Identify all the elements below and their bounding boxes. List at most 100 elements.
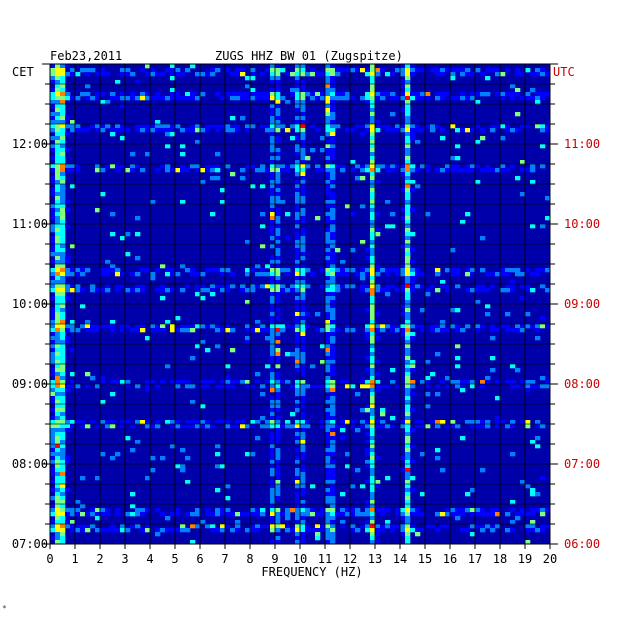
heatmap-cell xyxy=(425,96,431,101)
heatmap-cell xyxy=(90,512,96,517)
heatmap-cell xyxy=(215,68,221,73)
heatmap-cell xyxy=(175,508,181,513)
heatmap-cell xyxy=(540,384,546,389)
heatmap-cell xyxy=(85,424,91,429)
heatmap-cell xyxy=(280,124,286,129)
heatmap-cell xyxy=(535,100,541,105)
heatmap-cell xyxy=(175,316,181,321)
heatmap-cell xyxy=(300,192,306,197)
heatmap-cell xyxy=(55,232,61,237)
heatmap-cell xyxy=(510,528,516,533)
heatmap-cell xyxy=(270,496,276,501)
heatmap-cell xyxy=(400,108,406,113)
heatmap-cell xyxy=(530,488,536,493)
heatmap-cell xyxy=(145,268,151,273)
heatmap-cell xyxy=(295,64,301,69)
heatmap-cell xyxy=(170,64,176,69)
heatmap-cell xyxy=(300,524,306,529)
heatmap-cell xyxy=(130,504,136,509)
heatmap-cell xyxy=(370,288,376,293)
heatmap-cell xyxy=(50,224,56,229)
heatmap-cell xyxy=(530,96,536,101)
heatmap-cell xyxy=(65,208,71,213)
heatmap-cell xyxy=(295,68,301,73)
heatmap-cell xyxy=(345,512,351,517)
x-tick-label: 19 xyxy=(518,552,532,566)
heatmap-cell xyxy=(220,420,226,425)
heatmap-cell xyxy=(405,500,411,505)
heatmap-cell xyxy=(325,140,331,145)
heatmap-cell xyxy=(360,276,366,281)
heatmap-cell xyxy=(260,244,266,249)
heatmap-cell xyxy=(385,128,391,133)
heatmap-cell xyxy=(50,148,56,153)
heatmap-cell xyxy=(275,512,281,517)
heatmap-cell xyxy=(65,256,71,261)
heatmap-cell xyxy=(245,324,251,329)
heatmap-cell xyxy=(410,460,416,465)
heatmap-cell xyxy=(465,528,471,533)
heatmap-cell xyxy=(330,148,336,153)
heatmap-cell xyxy=(540,512,546,517)
heatmap-cell xyxy=(55,388,61,393)
heatmap-cell xyxy=(515,92,521,97)
heatmap-cell xyxy=(320,384,326,389)
heatmap-cell xyxy=(305,508,311,513)
heatmap-cell xyxy=(355,272,361,277)
heatmap-cell xyxy=(150,276,156,281)
heatmap-cell xyxy=(175,380,181,385)
heatmap-cell xyxy=(450,156,456,161)
heatmap-cell xyxy=(150,456,156,461)
heatmap-cell xyxy=(270,380,276,385)
heatmap-cell xyxy=(50,372,56,377)
heatmap-cell xyxy=(95,424,101,429)
heatmap-cell xyxy=(540,92,546,97)
heatmap-cell xyxy=(325,184,331,189)
heatmap-cell xyxy=(240,96,246,101)
heatmap-cell xyxy=(240,92,246,97)
heatmap-cell xyxy=(205,164,211,169)
heatmap-cell xyxy=(545,216,551,221)
heatmap-cell xyxy=(250,72,256,77)
heatmap-cell xyxy=(175,424,181,429)
heatmap-cell xyxy=(275,332,281,337)
heatmap-cell xyxy=(370,504,376,509)
heatmap-cell xyxy=(300,268,306,273)
heatmap-cell xyxy=(405,320,411,325)
heatmap-cell xyxy=(275,92,281,97)
heatmap-cell xyxy=(175,272,181,277)
heatmap-cell xyxy=(330,136,336,141)
heatmap-cell xyxy=(425,384,431,389)
x-tick-label: 14 xyxy=(393,552,407,566)
heatmap-cell xyxy=(270,208,276,213)
heatmap-cell xyxy=(70,288,76,293)
heatmap-cell xyxy=(370,484,376,489)
heatmap-cell xyxy=(60,152,66,157)
heatmap-cell xyxy=(260,392,266,397)
heatmap-cell xyxy=(385,288,391,293)
heatmap-cell xyxy=(540,144,546,149)
heatmap-cell xyxy=(75,124,81,129)
heatmap-cell xyxy=(60,128,66,133)
heatmap-cell xyxy=(300,160,306,165)
heatmap-cell xyxy=(140,96,146,101)
heatmap-cell xyxy=(450,512,456,517)
heatmap-cell xyxy=(335,248,341,253)
heatmap-cell xyxy=(350,284,356,289)
heatmap-cell xyxy=(295,188,301,193)
heatmap-cell xyxy=(290,88,296,93)
heatmap-cell xyxy=(420,92,426,97)
heatmap-cell xyxy=(210,268,216,273)
heatmap-cell xyxy=(480,168,486,173)
heatmap-cell xyxy=(445,92,451,97)
heatmap-cell xyxy=(455,168,461,173)
heatmap-cell xyxy=(295,420,301,425)
heatmap-cell xyxy=(360,124,366,129)
heatmap-cell xyxy=(325,276,331,281)
heatmap-cell xyxy=(370,220,376,225)
heatmap-cell xyxy=(460,380,466,385)
heatmap-cell xyxy=(280,96,286,101)
heatmap-cell xyxy=(115,452,121,457)
heatmap-cell xyxy=(150,124,156,129)
heatmap-cell xyxy=(375,124,381,129)
